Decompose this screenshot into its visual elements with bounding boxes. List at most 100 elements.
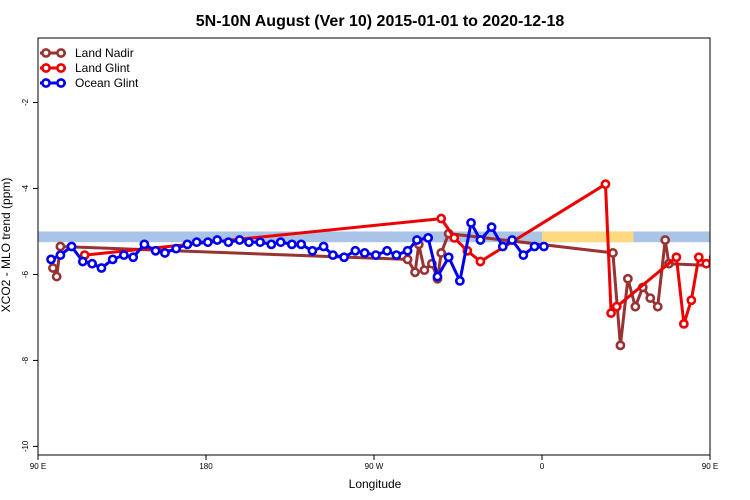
data-point-ocean-glint — [318, 241, 329, 252]
data-point-land-nadir — [402, 254, 413, 265]
data-point-ocean-glint — [191, 237, 202, 248]
data-point-ocean-glint — [359, 248, 370, 258]
data-point-ocean-glint — [307, 245, 318, 256]
y-tick-label: -8 — [21, 356, 30, 364]
data-point-land-nadir — [652, 301, 663, 312]
data-point-ocean-glint — [150, 245, 161, 256]
legend-label-land-nadir: Land Nadir — [75, 46, 134, 60]
legend-marker-land-glint — [41, 63, 51, 73]
data-point-ocean-glint — [475, 235, 486, 245]
y-axis: -2 -4 -6 -8 -10 — [21, 98, 38, 452]
legend-label-land-glint: Land Glint — [75, 61, 130, 75]
x-tick-label: 90 E — [702, 462, 718, 471]
data-point-ocean-glint — [202, 237, 213, 248]
series-land-nadir — [48, 228, 710, 351]
data-point-land-glint — [671, 252, 682, 263]
data-point-ocean-glint — [223, 237, 234, 248]
data-point-ocean-glint — [454, 275, 465, 286]
data-point-ocean-glint — [286, 239, 297, 250]
data-point-ocean-glint — [55, 250, 66, 260]
y-tick-label: -2 — [21, 98, 30, 106]
data-point-land-glint — [436, 213, 447, 224]
data-point-land-nadir — [630, 301, 641, 312]
series-line-land-nadir — [51, 232, 710, 347]
data-point-ocean-glint — [370, 250, 381, 260]
data-point-ocean-glint — [182, 239, 193, 250]
data-point-land-glint — [611, 301, 622, 312]
data-point-land-nadir — [615, 340, 626, 351]
data-point-land-nadir — [419, 265, 430, 276]
y-axis-label: XCO2 - MLO trend (ppm) — [0, 178, 13, 313]
data-point-ocean-glint — [466, 217, 476, 228]
legend-marker-land-glint — [56, 63, 66, 73]
x-tick-label: 90 E — [30, 462, 46, 471]
data-point-ocean-glint — [160, 248, 170, 258]
data-point-land-nadir — [410, 267, 420, 278]
legend-marker-land-nadir — [41, 48, 51, 58]
data-point-ocean-glint — [529, 241, 540, 252]
legend-marker-ocean-glint — [56, 78, 66, 88]
legend-marker-ocean-glint — [41, 78, 51, 88]
y-tick-label: -4 — [21, 184, 30, 192]
data-point-land-glint — [475, 256, 486, 267]
x-tick-label: 90 W — [365, 462, 384, 471]
data-point-ocean-glint — [46, 254, 56, 265]
x-axis: 90 E 180 90 W 0 90 E — [30, 455, 718, 471]
data-point-ocean-glint — [518, 250, 529, 260]
legend-marker-land-nadir — [56, 48, 66, 58]
x-tick-label: 0 — [540, 462, 545, 471]
data-point-land-glint — [693, 252, 704, 263]
data-point-land-nadir — [51, 271, 62, 282]
data-point-ocean-glint — [255, 237, 266, 248]
data-point-land-glint — [686, 295, 697, 306]
data-point-ocean-glint — [77, 256, 88, 267]
chart-title: 5N-10N August (Ver 10) 2015-01-01 to 202… — [196, 13, 565, 30]
legend-item-land-nadir: Land Nadir — [40, 46, 134, 60]
data-point-ocean-glint — [412, 235, 422, 245]
y-tick-label: -10 — [21, 440, 30, 452]
data-point-land-glint — [449, 233, 460, 243]
data-point-ocean-glint — [212, 235, 223, 245]
legend-label-ocean-glint: Ocean Glint — [75, 76, 139, 90]
data-point-ocean-glint — [244, 237, 254, 248]
data-point-ocean-glint — [328, 250, 338, 260]
data-point-ocean-glint — [128, 252, 139, 263]
data-point-ocean-glint — [443, 252, 454, 263]
legend-item-ocean-glint: Ocean Glint — [40, 76, 139, 90]
plot-area — [38, 179, 710, 351]
data-point-land-nadir — [660, 235, 671, 245]
data-point-land-nadir — [436, 248, 447, 258]
data-point-land-glint — [678, 318, 689, 329]
data-point-ocean-glint — [171, 243, 182, 254]
plot-content — [38, 179, 710, 351]
data-point-ocean-glint — [423, 233, 434, 243]
data-point-ocean-glint — [497, 241, 508, 252]
series-land-glint — [79, 179, 710, 329]
data-point-ocean-glint — [87, 258, 98, 269]
data-point-ocean-glint — [350, 245, 361, 256]
data-point-ocean-glint — [139, 239, 150, 250]
data-point-land-nadir — [622, 273, 633, 284]
data-point-land-nadir — [48, 263, 58, 273]
data-point-ocean-glint — [296, 239, 307, 250]
data-point-ocean-glint — [275, 237, 286, 248]
data-point-land-nadir — [645, 293, 656, 303]
data-point-land-nadir — [55, 241, 66, 252]
data-point-ocean-glint — [538, 241, 549, 252]
data-point-ocean-glint — [402, 245, 413, 256]
data-point-ocean-glint — [432, 271, 443, 282]
x-axis-label: Longitude — [349, 477, 402, 491]
data-point-ocean-glint — [486, 222, 497, 233]
data-point-ocean-glint — [96, 263, 107, 273]
data-point-land-nadir — [608, 248, 618, 258]
data-point-ocean-glint — [507, 235, 518, 245]
data-point-ocean-glint — [339, 252, 350, 263]
data-point-land-glint — [606, 308, 616, 319]
data-point-ocean-glint — [66, 241, 77, 252]
reference-band-1 — [38, 231, 710, 243]
data-point-ocean-glint — [234, 235, 245, 245]
series-ocean-glint — [46, 217, 549, 286]
data-point-ocean-glint — [107, 254, 118, 265]
